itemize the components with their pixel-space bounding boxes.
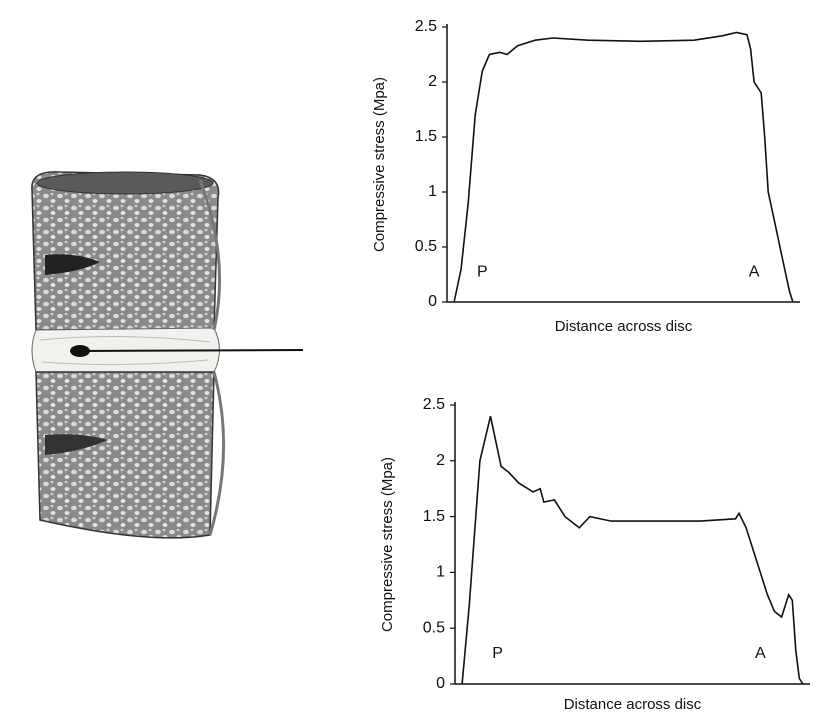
y-tick-label: 0.5 xyxy=(423,619,445,636)
annotation: P xyxy=(492,645,503,662)
y-tick-label: 1.5 xyxy=(423,508,445,525)
x-axis-title: Distance across disc xyxy=(564,696,702,713)
y-tick-label: 0.5 xyxy=(415,238,437,255)
y-tick-label: 1.5 xyxy=(415,128,437,145)
x-axis-title: Distance across disc xyxy=(555,318,693,335)
y-axis-title: Compressive stress (Mpa) xyxy=(379,457,396,632)
annotation: A xyxy=(749,264,760,281)
y-tick-label: 1 xyxy=(428,183,437,200)
y-tick-label: 0 xyxy=(428,293,437,310)
annotation: P xyxy=(477,264,488,281)
y-tick-label: 2 xyxy=(428,73,437,90)
stress-curve xyxy=(453,31,794,303)
y-tick-label: 0 xyxy=(436,675,445,692)
y-tick-label: 2.5 xyxy=(415,18,437,35)
y-tick-label: 1 xyxy=(436,564,445,581)
y-tick-label: 2.5 xyxy=(423,396,445,413)
spine-illustration xyxy=(31,171,304,539)
y-tick-label: 2 xyxy=(436,452,445,469)
stress-curve xyxy=(461,416,804,685)
y-axis-title: Compressive stress (Mpa) xyxy=(371,77,388,252)
annotation: A xyxy=(755,645,766,662)
